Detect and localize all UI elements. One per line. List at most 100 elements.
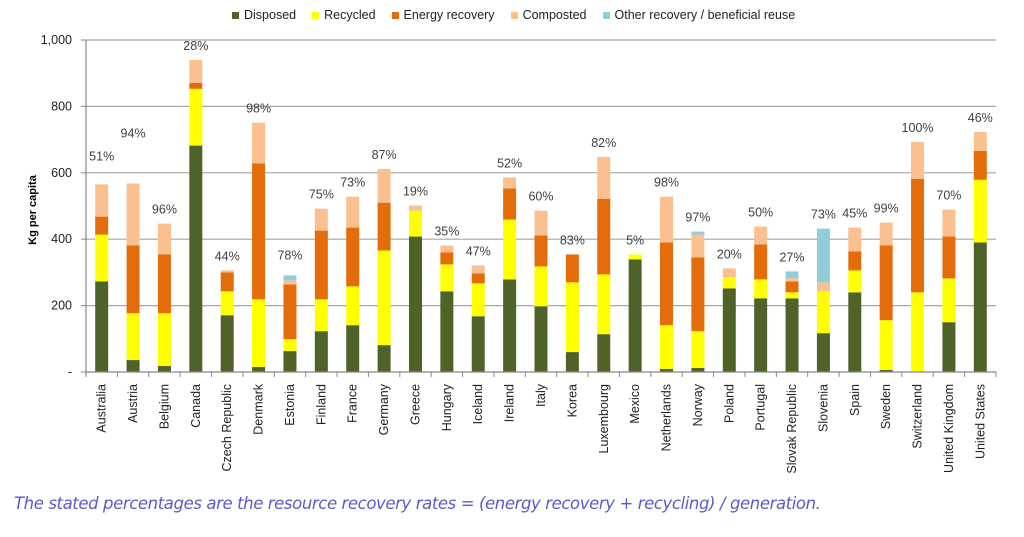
bar-disposed-ireland — [503, 279, 517, 372]
bar-composted-iceland — [471, 265, 485, 274]
bar-composted-france — [346, 196, 360, 228]
bar-recycled-korea — [565, 282, 579, 353]
legend-label-composted: Composted — [522, 8, 587, 22]
bar-recycled-canada — [189, 88, 203, 146]
x-tick-label-united-states: United States — [973, 384, 987, 459]
y-tick-label: 1,000 — [41, 33, 72, 47]
bar-energy-recovery-spain — [848, 251, 862, 271]
x-tick-label-germany: Germany — [377, 383, 391, 435]
bar-composted-norway — [691, 234, 705, 258]
y-tick-label: - — [68, 365, 72, 379]
bar-group-mexico — [628, 254, 642, 372]
bar-energy-recovery-iceland — [471, 273, 485, 284]
bar-energy-recovery-switzerland — [911, 178, 925, 293]
bar-recycled-greece — [408, 210, 422, 237]
bar-recycled-switzerland — [911, 292, 925, 372]
data-label-austria: 94% — [121, 126, 146, 140]
legend-label-energy-recovery: Energy recovery — [403, 8, 495, 22]
x-tick-label-estonia: Estonia — [283, 384, 297, 426]
bar-disposed-mexico — [628, 259, 642, 372]
bar-other-recovery-beneficial-reuse-norway — [691, 231, 705, 235]
bar-composted-poland — [722, 268, 736, 278]
legend-label-recycled: Recycled — [324, 8, 376, 22]
bar-group-italy — [534, 210, 548, 372]
x-tick-label-denmark: Denmark — [252, 383, 266, 434]
bar-energy-recovery-czech-republic — [220, 272, 234, 292]
bar-disposed-spain — [848, 292, 862, 372]
bar-energy-recovery-finland — [314, 230, 328, 300]
bar-energy-recovery-norway — [691, 257, 705, 332]
data-label-netherlands: 98% — [654, 176, 679, 190]
bar-recycled-austria — [126, 313, 140, 361]
bar-composted-switzerland — [911, 141, 925, 179]
x-tick-label-portugal: Portugal — [754, 384, 768, 431]
bar-composted-luxembourg — [597, 156, 611, 199]
bar-recycled-iceland — [471, 283, 485, 317]
bar-composted-estonia — [283, 280, 297, 285]
bar-disposed-united-states — [973, 242, 987, 372]
bar-energy-recovery-belgium — [157, 254, 171, 314]
bar-recycled-slovak-republic — [785, 292, 799, 299]
x-tick-label-finland: Finland — [314, 384, 328, 425]
bar-disposed-slovenia — [816, 333, 830, 372]
bar-disposed-finland — [314, 331, 328, 372]
bar-group-greece — [408, 205, 422, 372]
x-tick-label-austria: Austria — [126, 384, 140, 423]
bar-group-france — [346, 196, 360, 372]
bar-disposed-netherlands — [660, 369, 674, 372]
bar-energy-recovery-austria — [126, 245, 140, 314]
bar-recycled-france — [346, 286, 360, 326]
bar-energy-recovery-sweden — [879, 245, 893, 321]
bar-recycled-spain — [848, 270, 862, 293]
bar-recycled-poland — [722, 277, 736, 289]
x-tick-label-mexico: Mexico — [628, 384, 642, 424]
bar-group-hungary — [440, 245, 454, 372]
bar-composted-slovenia — [816, 282, 830, 292]
bar-energy-recovery-australia — [95, 216, 109, 235]
x-tick-label-luxembourg: Luxembourg — [597, 384, 611, 454]
bar-group-united-kingdom — [942, 209, 956, 372]
bar-recycled-united-kingdom — [942, 278, 956, 323]
bar-energy-recovery-france — [346, 227, 360, 287]
data-label-estonia: 78% — [277, 248, 302, 262]
data-label-ireland: 52% — [497, 156, 522, 170]
legend-label-disposed: Disposed — [244, 8, 297, 22]
bar-disposed-united-kingdom — [942, 322, 956, 372]
bar-disposed-canada — [189, 145, 203, 372]
x-tick-label-belgium: Belgium — [157, 384, 171, 429]
bar-group-poland — [722, 268, 736, 372]
bar-group-switzerland — [911, 141, 925, 372]
bar-disposed-italy — [534, 306, 548, 372]
x-tick-label-czech-republic: Czech Republic — [220, 384, 234, 472]
bar-disposed-sweden — [879, 370, 893, 372]
bar-recycled-australia — [95, 234, 109, 282]
data-label-belgium: 96% — [152, 203, 177, 217]
bar-group-korea — [565, 254, 579, 372]
data-label-denmark: 98% — [246, 102, 271, 116]
x-tick-label-korea: Korea — [565, 384, 579, 417]
bar-energy-recovery-united-kingdom — [942, 236, 956, 279]
legend-swatch-composted — [510, 11, 518, 19]
x-tick-label-hungary: Hungary — [440, 383, 454, 431]
data-label-australia: 51% — [89, 149, 114, 163]
bar-disposed-hungary — [440, 291, 454, 372]
bar-energy-recovery-united-states — [973, 150, 987, 180]
bar-recycled-netherlands — [660, 325, 674, 370]
bar-energy-recovery-italy — [534, 235, 548, 267]
bar-recycled-portugal — [754, 279, 768, 299]
legend-item-other-recovery: Other recovery / beneficial reuse — [602, 8, 795, 22]
bar-disposed-estonia — [283, 351, 297, 372]
bar-group-finland — [314, 208, 328, 372]
bar-group-slovenia — [816, 228, 830, 372]
bar-disposed-greece — [408, 236, 422, 372]
bar-group-iceland — [471, 265, 485, 372]
bar-recycled-germany — [377, 250, 391, 346]
bar-recycled-italy — [534, 266, 548, 307]
gridlines — [86, 39, 996, 307]
data-label-finland: 75% — [309, 188, 334, 202]
bar-group-norway — [691, 231, 705, 372]
y-tick-label: 800 — [51, 99, 72, 113]
data-label-korea: 83% — [560, 233, 585, 247]
bar-group-luxembourg — [597, 156, 611, 372]
bar-energy-recovery-slovak-republic — [785, 281, 799, 293]
